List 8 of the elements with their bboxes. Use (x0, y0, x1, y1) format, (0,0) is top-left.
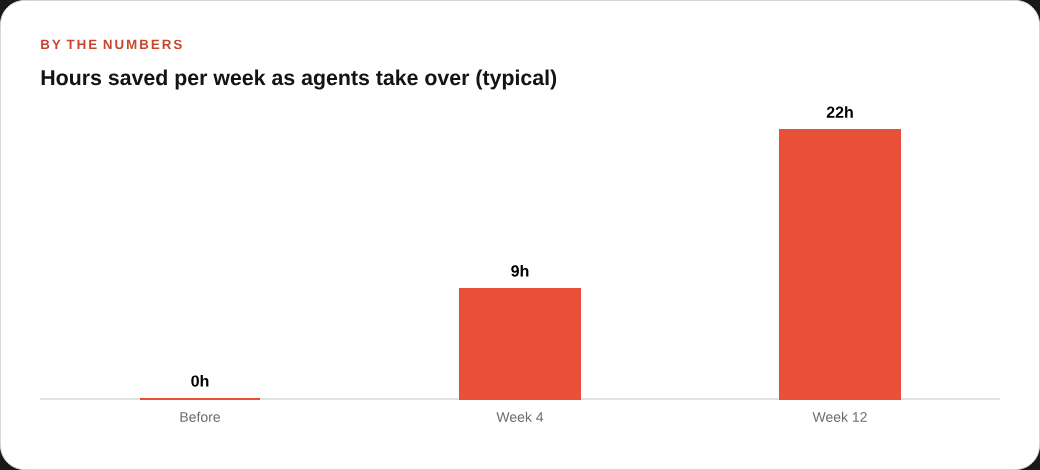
data-label: 0h (191, 374, 209, 387)
chart-subtitle: BY THE NUMBERS (41, 39, 182, 50)
x-tick-label: Week 12 (812, 411, 867, 422)
x-tick-label: Week 4 (496, 411, 544, 422)
data-label: 22h (826, 106, 853, 118)
data-label: 9h (511, 264, 529, 277)
x-tick-label: Before (180, 411, 220, 422)
chart-title: Hours saved per week as agents take over (typical) (41, 69, 557, 90)
